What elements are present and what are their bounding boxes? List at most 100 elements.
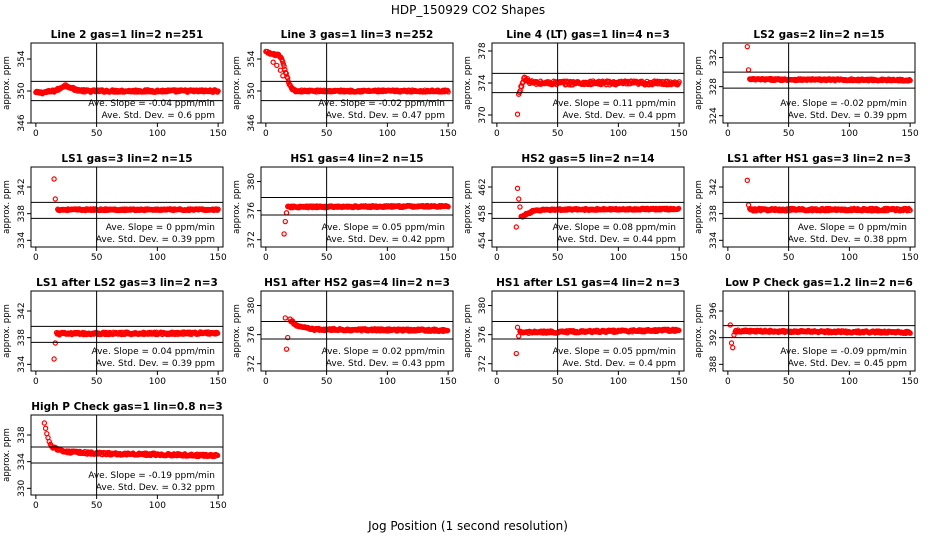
slope-label: Ave. Slope = -0.04 ppm/min (88, 99, 215, 109)
x-tick-label: 150 (210, 377, 227, 387)
panel-grid: Line 2 gas=1 lin=2 n=251 approx. ppm 0 50 10… (2, 29, 919, 511)
data-point-outlier (728, 340, 735, 346)
x-tick-label: 0 (494, 129, 500, 139)
panel-title: Line 2 gas=1 lin=2 n=251 (51, 29, 204, 41)
data-point-outlier (514, 185, 521, 192)
panel-title: Line 3 gas=1 lin=3 n=252 (281, 29, 434, 41)
data-point (676, 327, 682, 334)
data-point (279, 58, 286, 65)
data-point (445, 203, 451, 210)
data-point-outlier (51, 176, 57, 182)
data-point-outlier (745, 67, 752, 73)
panel-title: Line 4 (LT) gas=1 lin=4 n=3 (506, 29, 670, 41)
plot-frame (30, 42, 224, 124)
y-tick-label: 378 (478, 42, 488, 59)
x-tick-label: 100 (610, 377, 627, 387)
x-tick-label: 0 (494, 253, 500, 263)
data-point (675, 206, 681, 212)
slope-label: Ave. Slope = 0.02 ppm/min (321, 347, 445, 357)
x-tick-label: 0 (33, 501, 39, 511)
y-tick-label: 374 (478, 74, 488, 91)
data-point-outlier (282, 315, 288, 321)
y-tick-label: 396 (709, 302, 719, 319)
slope-label: Ave. Slope = 0.05 ppm/min (552, 347, 676, 357)
y-tick-label: 338 (17, 329, 27, 346)
panel-title: LS1 gas=3 lin=2 n=15 (61, 153, 192, 165)
y-tick-label: 458 (478, 205, 488, 222)
data-point-outlier (46, 438, 52, 445)
data-point-outlier (51, 356, 57, 362)
plot-frame (722, 42, 916, 124)
data-point-outlier (516, 333, 522, 339)
data-point-outlier (514, 111, 521, 117)
y-tick-label: 338 (17, 205, 27, 222)
panel-title: LS1 after LS2 gas=3 lin=2 n=3 (36, 277, 218, 289)
y-axis-label: approx. ppm (2, 428, 12, 482)
data-points (513, 185, 682, 230)
x-tick-label: 100 (149, 253, 166, 263)
data-point-outlier (41, 420, 48, 426)
panel: LS2 gas=2 lin=2 n=15 approx. ppm 0 50 100 150… (694, 29, 919, 139)
y-tick-label: 372 (478, 355, 488, 372)
x-tick-label: 100 (841, 377, 858, 387)
panel: HS2 gas=5 lin=2 n=14 approx. ppm 0 50 100 150… (463, 153, 688, 263)
x-tick-label: 50 (91, 377, 103, 387)
y-tick-label: 376 (247, 202, 257, 219)
panel: Low P Check gas=1.2 lin=2 n=6 approx. ppm… (694, 277, 919, 387)
x-tick-label: 50 (321, 377, 333, 387)
panel: High P Check gas=1 lin=0.8 n=3 approx. pp… (2, 401, 227, 511)
data-points (281, 202, 451, 237)
data-point-outlier (52, 196, 59, 202)
panel: LS1 gas=3 lin=2 n=15 approx. ppm 0 50 100 150… (2, 153, 227, 263)
x-tick-label: 100 (149, 129, 166, 139)
data-point-outlier (48, 443, 55, 450)
panel-title: High P Check gas=1 lin=0.8 n=3 (31, 401, 222, 413)
data-point-outlier (744, 43, 751, 50)
panel: LS1 after LS2 gas=3 lin=2 n=3 approx. ppm… (2, 277, 227, 387)
slope-label: Ave. Slope = 0 ppm/min (798, 223, 907, 233)
y-tick-label: 330 (17, 479, 27, 496)
data-point-outlier (283, 346, 290, 352)
panel: HS1 gas=4 lin=2 n=15 approx. ppm 0 50 100 150… (232, 153, 457, 263)
x-tick-label: 0 (263, 253, 269, 263)
slope-label: Ave. Slope = 0 ppm/min (106, 223, 215, 233)
std-dev-label: Ave. Std. Dev. = 0.32 ppm (96, 483, 215, 493)
data-point-outlier (730, 344, 736, 351)
data-points (263, 48, 451, 95)
y-tick-label: 342 (17, 302, 27, 319)
panel-title: HS1 gas=4 lin=2 n=15 (290, 153, 423, 165)
x-tick-label: 0 (33, 253, 39, 263)
y-tick-label: 334 (17, 231, 27, 248)
x-tick-label: 50 (91, 501, 103, 511)
data-points (727, 322, 913, 351)
std-dev-label: Ave. Std. Dev. = 0.38 ppm (788, 235, 907, 245)
data-points (744, 43, 913, 84)
x-tick-label: 150 (902, 253, 919, 263)
y-tick-label: 342 (709, 178, 719, 195)
data-point-outlier (277, 67, 284, 73)
x-tick-label: 0 (725, 129, 731, 139)
y-tick-label: 354 (17, 50, 27, 67)
data-point (444, 327, 451, 334)
panel: Line 4 (LT) gas=1 lin=4 n=3 approx. ppm 0 5… (463, 29, 688, 139)
slope-label: Ave. Slope = -0.09 ppm/min (780, 347, 907, 357)
x-tick-label: 0 (494, 377, 500, 387)
x-tick-label: 150 (902, 129, 919, 139)
y-axis-label: approx. ppm (232, 180, 242, 234)
x-tick-label: 0 (263, 377, 269, 387)
slope-label: Ave. Slope = 0.11 ppm/min (552, 99, 676, 109)
x-tick-label: 50 (552, 253, 564, 263)
x-tick-label: 100 (610, 129, 627, 139)
y-axis-label: approx. ppm (463, 56, 473, 110)
x-tick-label: 100 (841, 253, 858, 263)
x-tick-label: 150 (440, 377, 457, 387)
plot-frame (30, 166, 224, 248)
data-point-outlier (270, 59, 276, 65)
y-tick-label: 462 (478, 178, 488, 195)
x-tick-label: 150 (671, 377, 688, 387)
data-points (41, 420, 221, 460)
panel-title: HS1 after HS2 gas=4 lin=2 n=3 (264, 277, 450, 289)
data-point-outlier (285, 334, 291, 341)
x-tick-label: 150 (440, 129, 457, 139)
